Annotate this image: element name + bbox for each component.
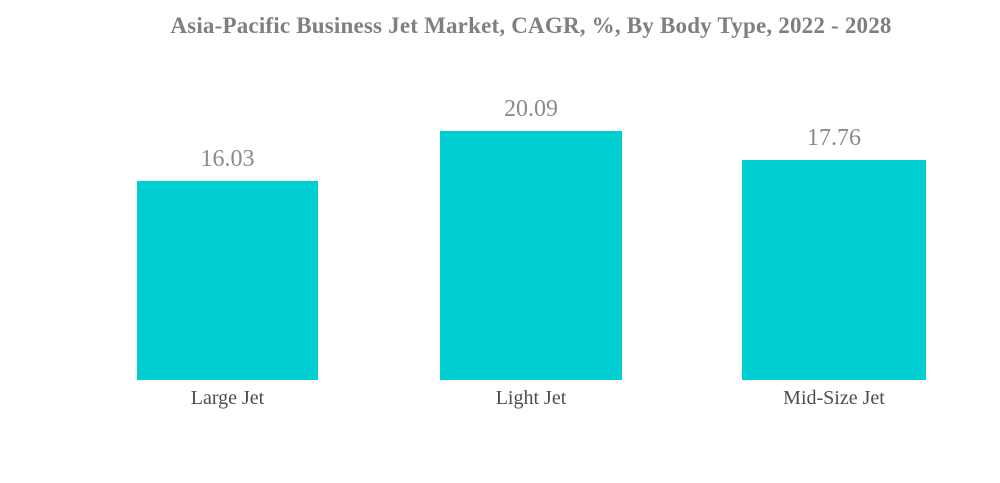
bar-mid-size-jet[interactable] <box>742 160 926 380</box>
bar-group-mid-size-jet: 17.76 <box>742 124 926 380</box>
bar-group-large-jet: 16.03 <box>137 145 318 380</box>
value-label-mid-size-jet: 17.76 <box>807 125 861 151</box>
bar-group-light-jet: 20.09 <box>440 95 622 380</box>
bar-light-jet[interactable] <box>440 131 622 380</box>
chart-title: Asia-Pacific Business Jet Market, CAGR, … <box>170 13 892 38</box>
bar-large-jet[interactable] <box>137 181 318 380</box>
category-label-light-jet: Light Jet <box>495 387 567 409</box>
value-label-large-jet: 16.03 <box>200 146 255 172</box>
category-label-large-jet: Large Jet <box>190 387 265 409</box>
value-label-light-jet: 20.09 <box>504 96 558 122</box>
category-label-mid-size-jet: Mid-Size Jet <box>783 387 885 409</box>
